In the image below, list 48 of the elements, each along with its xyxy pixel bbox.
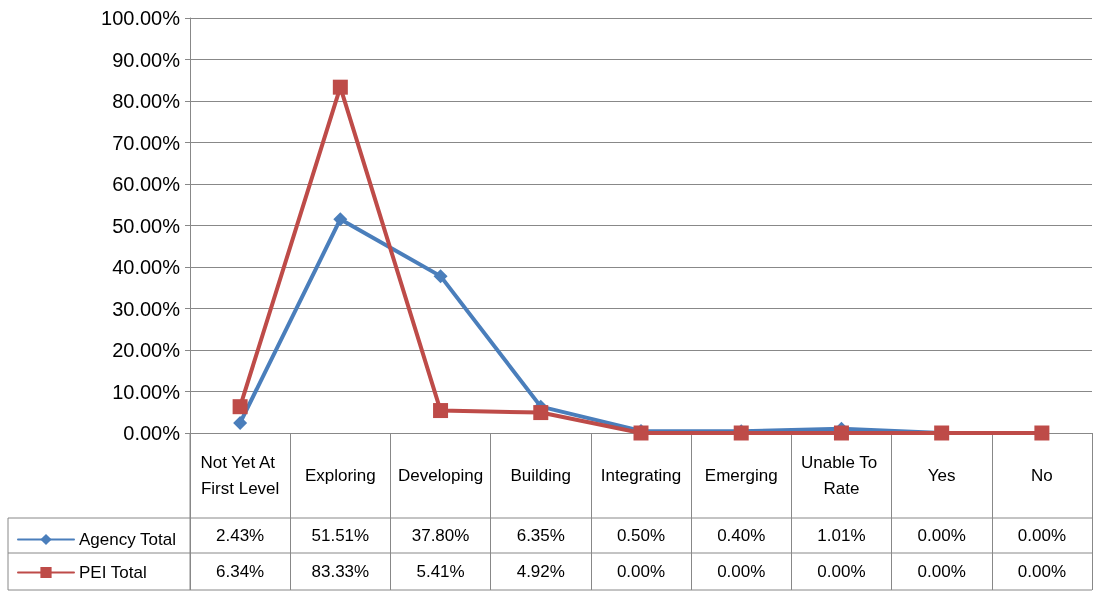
x-tick-label: Unable To Rate bbox=[800, 452, 882, 498]
point bbox=[433, 269, 448, 284]
data-label: 0.00% bbox=[1017, 562, 1066, 581]
point bbox=[232, 399, 248, 415]
data-label: 2.43% bbox=[216, 526, 265, 545]
data-label: 0.40% bbox=[717, 526, 766, 545]
data-label: 0.00% bbox=[616, 562, 666, 581]
data-label: 5.41% bbox=[416, 562, 465, 581]
point bbox=[533, 405, 549, 421]
y-tick-label: 20.00% bbox=[112, 339, 181, 361]
data-label: 0.00% bbox=[817, 562, 866, 581]
data-label: 6.34% bbox=[216, 562, 265, 581]
x-tick-label: No bbox=[1031, 465, 1053, 485]
point bbox=[833, 425, 849, 441]
y-tick-label: 90.00% bbox=[112, 48, 181, 71]
y-tick-label: 30.00% bbox=[112, 297, 181, 320]
data-label: 4.92% bbox=[516, 562, 565, 581]
x-tick-label: Exploring bbox=[304, 465, 376, 485]
x-tick-label: Integrating bbox=[600, 465, 682, 485]
point bbox=[333, 212, 348, 227]
point bbox=[233, 415, 248, 430]
x-tick-label: Not Yet At First Level bbox=[200, 452, 280, 498]
data-label: 0.00% bbox=[917, 562, 966, 581]
x-tick-label: Yes bbox=[927, 465, 956, 485]
y-tick-label: 50.00% bbox=[112, 214, 181, 237]
data-label: 1.01% bbox=[817, 526, 866, 545]
data-label: 0.00% bbox=[1017, 526, 1066, 545]
legend-label: PEI Total bbox=[79, 563, 147, 582]
x-tick-label: Developing bbox=[398, 465, 484, 485]
y-tick-label: 10.00% bbox=[112, 380, 181, 403]
y-tick-label: 100.00% bbox=[101, 7, 181, 29]
legend-label: Agency Total bbox=[79, 530, 177, 549]
data-label: 51.51% bbox=[311, 526, 370, 545]
data-label: 6.35% bbox=[516, 526, 565, 545]
data-label: 0.50% bbox=[616, 526, 666, 545]
y-tick-label: 40.00% bbox=[112, 256, 181, 278]
y-tick-label: 70.00% bbox=[112, 131, 181, 154]
data-label: 37.80% bbox=[411, 526, 470, 545]
data-label: 0.00% bbox=[917, 526, 966, 545]
y-tick-label: 80.00% bbox=[112, 90, 181, 112]
y-tick-label: 60.00% bbox=[112, 173, 181, 195]
x-tick-label: Building bbox=[510, 465, 572, 485]
y-tick-label: 0.00% bbox=[123, 422, 181, 444]
data-label: 0.00% bbox=[717, 562, 766, 581]
point bbox=[332, 79, 348, 95]
point bbox=[433, 403, 449, 419]
x-tick-label: Emerging bbox=[704, 465, 778, 485]
data-label: 83.33% bbox=[311, 562, 370, 581]
